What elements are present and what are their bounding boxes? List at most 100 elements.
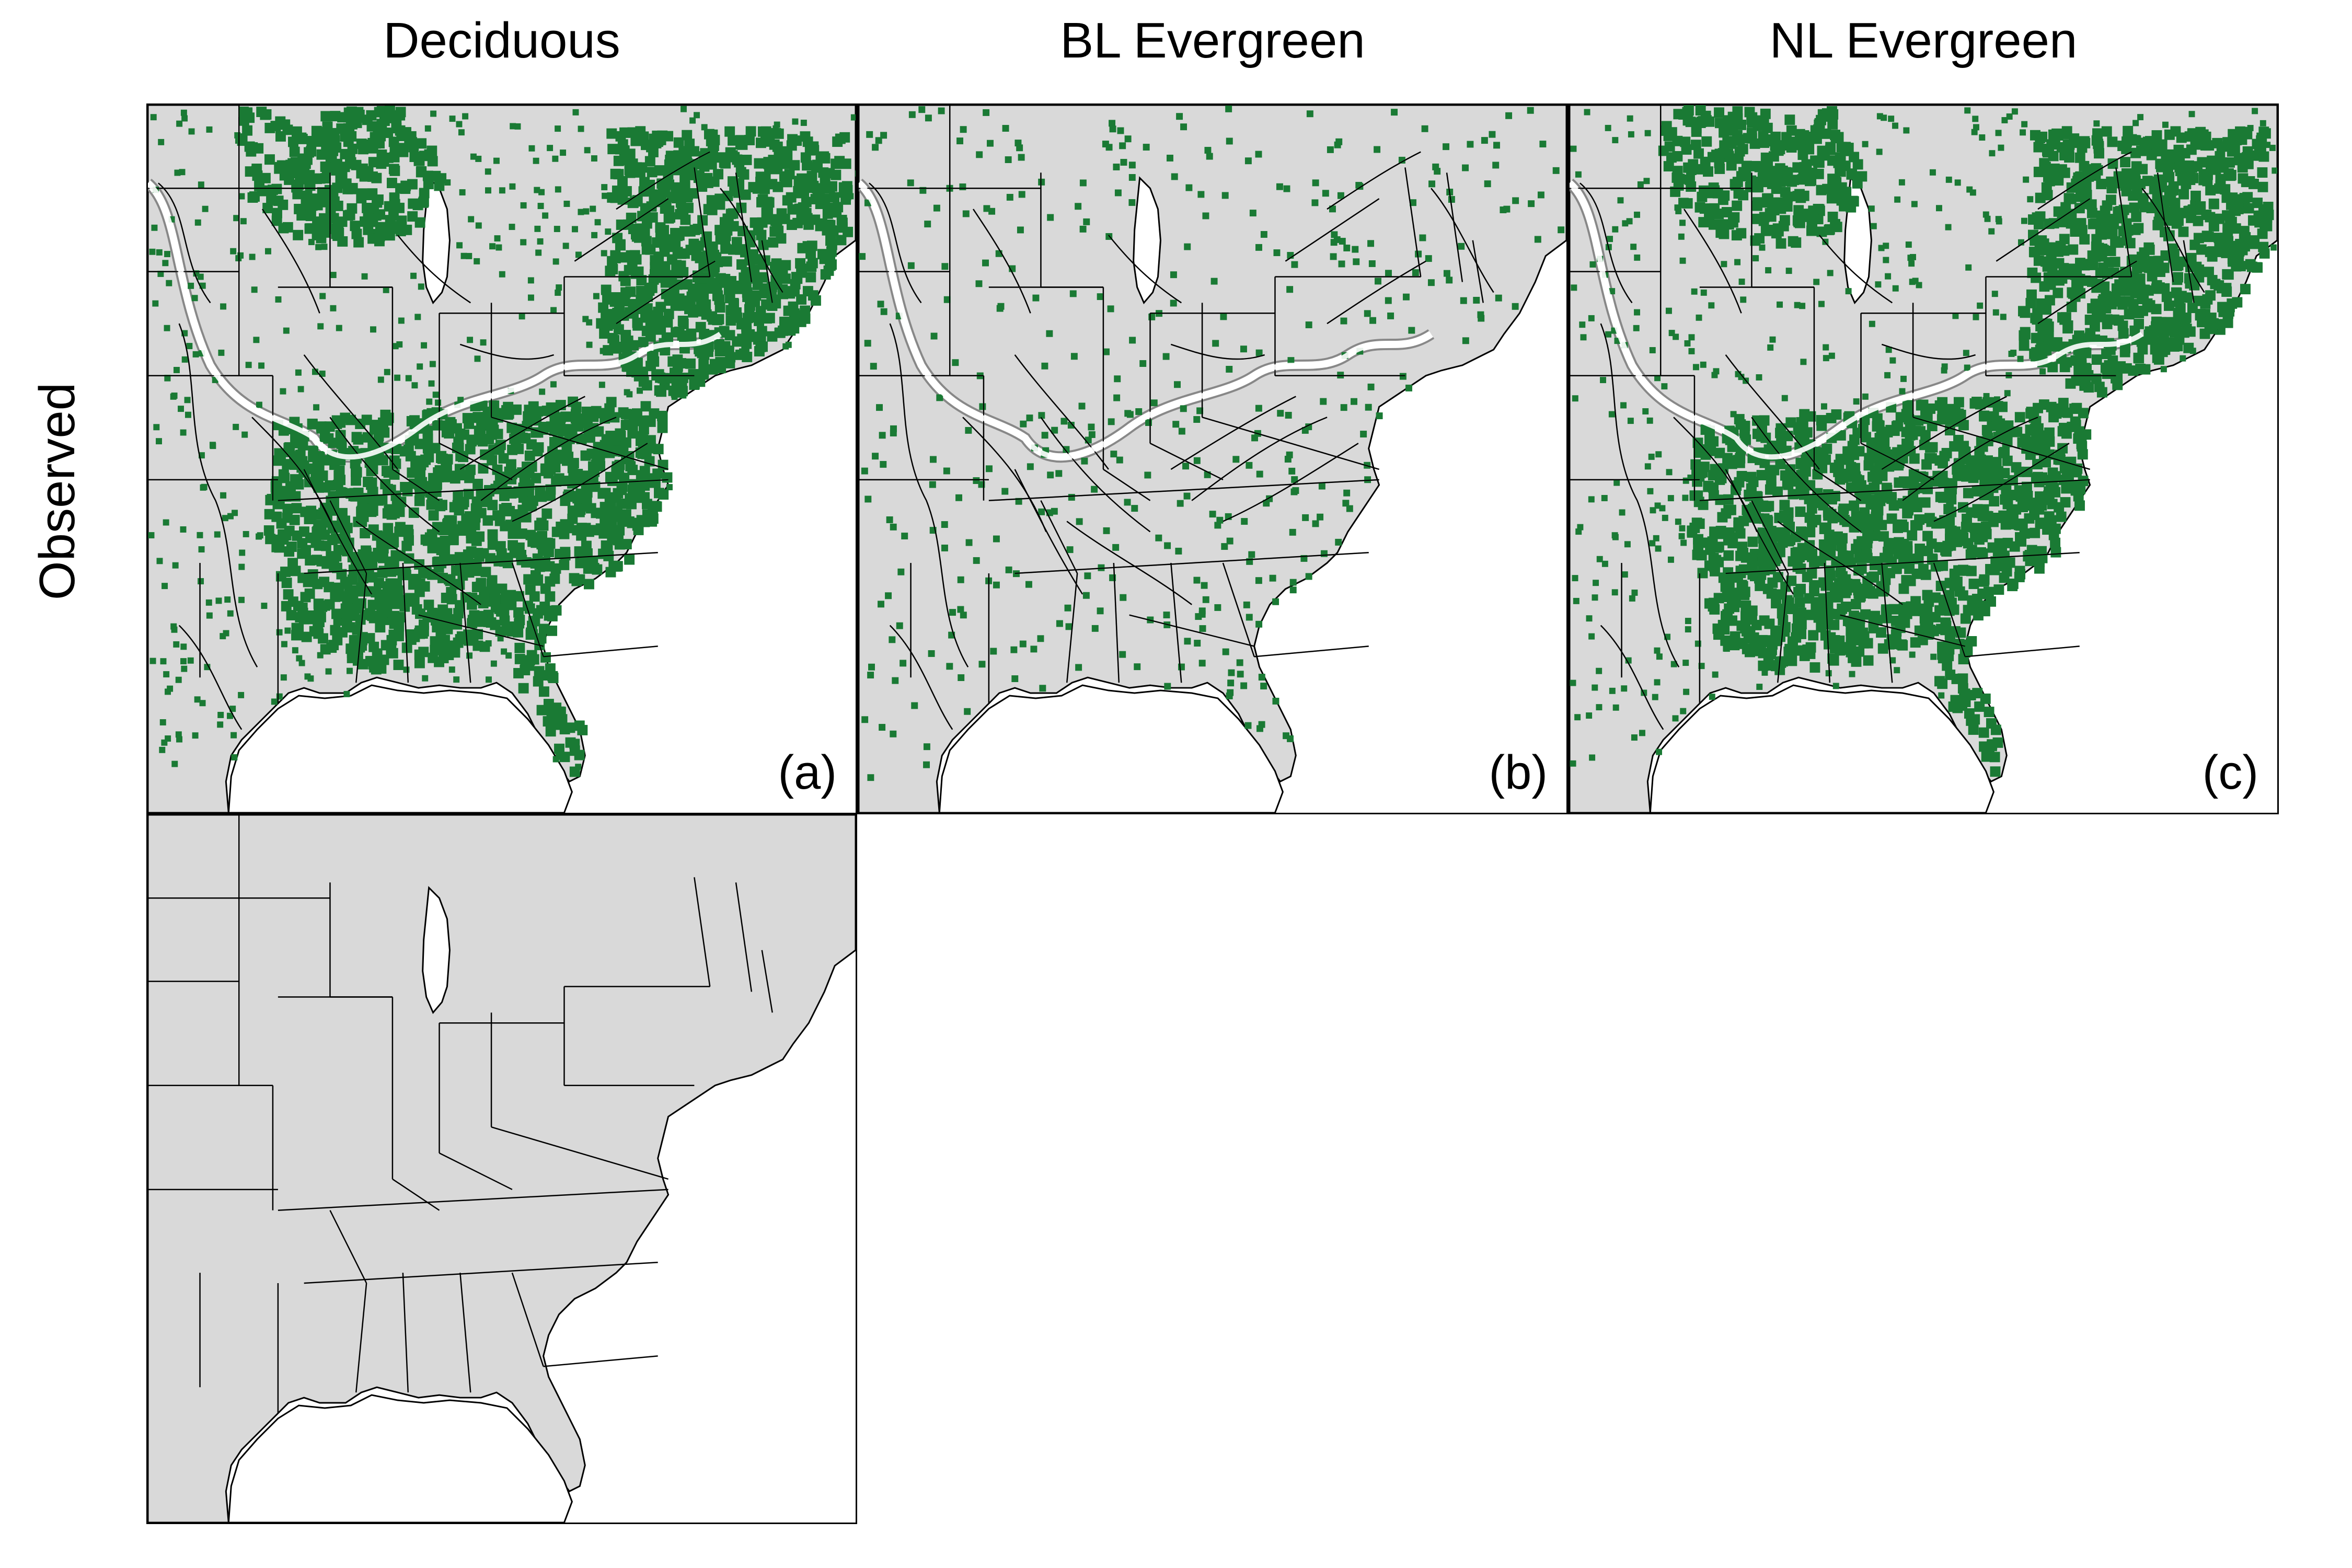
boundary-line bbox=[1066, 573, 1078, 683]
presence-point bbox=[1448, 196, 1455, 203]
presence-point bbox=[680, 106, 687, 112]
presence-point bbox=[1163, 612, 1170, 619]
presence-point bbox=[1170, 271, 1177, 279]
presence-point bbox=[332, 218, 343, 229]
presence-point bbox=[170, 393, 177, 400]
presence-point bbox=[1227, 679, 1235, 687]
presence-point bbox=[1172, 421, 1180, 428]
boundary-line bbox=[1170, 563, 1182, 683]
presence-point bbox=[579, 555, 590, 566]
presence-point bbox=[487, 529, 498, 540]
presence-point bbox=[467, 337, 474, 343]
presence-point bbox=[400, 567, 411, 578]
presence-point bbox=[1473, 296, 1480, 304]
presence-point bbox=[880, 308, 887, 315]
presence-point bbox=[167, 685, 174, 692]
presence-point bbox=[780, 260, 791, 271]
presence-point bbox=[1248, 551, 1255, 558]
presence-point bbox=[1656, 653, 1663, 660]
presence-point bbox=[375, 131, 386, 142]
presence-point bbox=[776, 233, 787, 244]
presence-point bbox=[1180, 405, 1187, 412]
presence-point bbox=[253, 337, 260, 343]
boundary-line bbox=[720, 188, 783, 293]
presence-point bbox=[955, 494, 963, 501]
presence-point bbox=[1226, 365, 1233, 373]
boundary-line bbox=[251, 417, 336, 532]
boundary-line bbox=[1171, 344, 1265, 360]
presence-point bbox=[1193, 457, 1201, 464]
presence-point bbox=[682, 130, 693, 141]
presence-point bbox=[1750, 235, 1761, 246]
presence-point bbox=[662, 472, 673, 483]
presence-point bbox=[1945, 224, 1952, 230]
presence-point bbox=[409, 573, 420, 584]
presence-point bbox=[975, 280, 983, 287]
presence-point bbox=[1974, 446, 1985, 457]
presence-point bbox=[1340, 317, 1347, 325]
presence-point bbox=[187, 657, 194, 664]
presence-point bbox=[287, 158, 298, 169]
presence-point bbox=[538, 189, 545, 195]
presence-point bbox=[162, 260, 169, 267]
presence-point bbox=[261, 109, 272, 120]
presence-point bbox=[1462, 164, 1469, 171]
presence-point bbox=[191, 295, 198, 302]
presence-point bbox=[152, 300, 159, 307]
presence-point bbox=[411, 382, 418, 389]
presence-point bbox=[457, 570, 468, 581]
presence-point bbox=[348, 564, 359, 575]
presence-point bbox=[197, 532, 203, 538]
presence-point bbox=[1026, 414, 1033, 422]
presence-point bbox=[551, 476, 562, 487]
presence-point bbox=[1574, 714, 1581, 721]
presence-point bbox=[1673, 333, 1679, 340]
presence-point bbox=[367, 505, 378, 516]
map-deciduous bbox=[148, 105, 856, 813]
presence-point bbox=[390, 598, 401, 609]
boundary-line bbox=[1108, 235, 1182, 304]
presence-point bbox=[1634, 211, 1641, 218]
presence-point bbox=[829, 192, 840, 203]
presence-point bbox=[549, 573, 560, 584]
presence-point bbox=[1631, 589, 1638, 596]
presence-point bbox=[962, 210, 970, 217]
presence-point bbox=[943, 467, 950, 475]
presence-point bbox=[678, 300, 689, 311]
boundary-line bbox=[1327, 151, 1421, 210]
presence-point bbox=[333, 522, 344, 533]
presence-point bbox=[1206, 153, 1213, 160]
presence-point bbox=[271, 698, 278, 705]
presence-point bbox=[159, 746, 166, 753]
presence-point bbox=[802, 286, 813, 297]
presence-point bbox=[2257, 181, 2268, 192]
presence-point bbox=[460, 252, 467, 259]
presence-point bbox=[708, 283, 719, 294]
presence-point bbox=[800, 305, 811, 316]
presence-point bbox=[1492, 162, 1500, 169]
presence-point bbox=[2240, 284, 2251, 295]
presence-point bbox=[1964, 364, 1970, 371]
presence-point bbox=[864, 340, 871, 347]
boundary-line bbox=[973, 209, 1031, 314]
presence-point bbox=[1588, 633, 1595, 640]
presence-point bbox=[1428, 180, 1436, 188]
presence-point bbox=[1199, 625, 1206, 632]
presence-point bbox=[312, 136, 323, 147]
presence-point bbox=[271, 541, 282, 552]
presence-point bbox=[877, 301, 884, 308]
presence-point bbox=[238, 596, 245, 603]
presence-point bbox=[2204, 140, 2215, 151]
presence-point bbox=[552, 435, 563, 446]
presence-point bbox=[576, 523, 587, 534]
map-panel-deciduous: (a) bbox=[146, 103, 857, 814]
presence-point bbox=[305, 532, 316, 543]
presence-point bbox=[607, 332, 618, 343]
presence-point bbox=[835, 133, 846, 144]
presence-point bbox=[181, 356, 188, 363]
presence-point bbox=[601, 311, 612, 322]
presence-point bbox=[1664, 633, 1671, 640]
presence-point bbox=[1952, 313, 1959, 319]
presence-point bbox=[165, 735, 171, 742]
boundary-line bbox=[512, 443, 648, 522]
